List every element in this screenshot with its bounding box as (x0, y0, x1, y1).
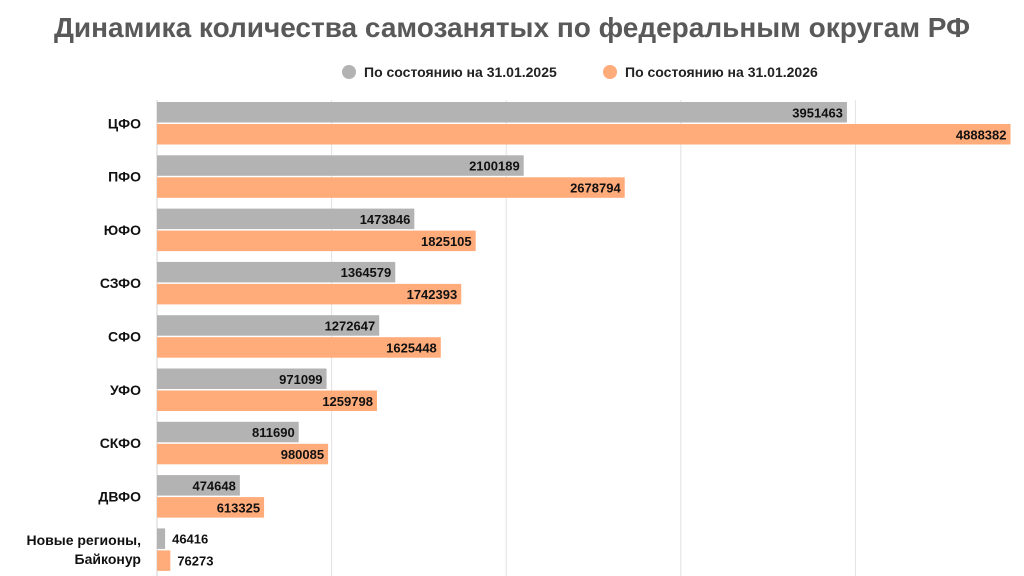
data-label: 1742393 (407, 287, 458, 302)
bar-2026 (157, 230, 476, 252)
data-label: 2678794 (570, 181, 621, 196)
data-label: 1272647 (325, 318, 376, 333)
data-label: 2100189 (469, 159, 520, 174)
category-label: ЦФО (108, 115, 141, 131)
legend: По состоянию на 31.01.2025 По состоянию … (0, 64, 1024, 86)
bar-2025 (157, 368, 327, 389)
data-label: 46416 (172, 532, 208, 547)
data-label: 1364579 (341, 265, 392, 280)
data-label: 971099 (279, 372, 322, 387)
data-label: 1825105 (421, 234, 472, 249)
data-label: 76273 (177, 554, 213, 569)
data-label: 1473846 (360, 212, 411, 227)
data-label: 811690 (252, 425, 295, 440)
bar-2025 (157, 102, 847, 123)
bar-2025 (157, 261, 396, 283)
bar-2026 (157, 337, 441, 358)
category-label: Новые регионы, (26, 532, 141, 548)
bar-2025 (157, 475, 240, 496)
bar-2026 (157, 124, 1011, 145)
bar-2026 (157, 177, 625, 198)
category-label: СКФО (100, 435, 141, 451)
legend-item-2025: По состоянию на 31.01.2025 (342, 64, 557, 80)
legend-label-2026: По состоянию на 31.01.2026 (625, 64, 818, 80)
data-label: 1625448 (386, 340, 437, 355)
bar-2026 (157, 550, 171, 571)
category-label: СЗФО (100, 275, 141, 291)
bar-2025 (157, 315, 380, 336)
data-label: 980085 (281, 447, 324, 462)
category-label: УФО (110, 382, 141, 398)
data-label: 3951463 (792, 105, 843, 120)
legend-swatch-2025 (342, 65, 356, 79)
chart-title: Динамика количества самозанятых по федер… (53, 12, 971, 43)
category-label: Байконур (75, 551, 141, 567)
category-label: СФО (108, 328, 141, 344)
data-label: 4888382 (956, 127, 1007, 142)
data-label: 1259798 (322, 394, 373, 409)
bar-2026 (157, 497, 265, 518)
bar-2026 (157, 283, 462, 305)
bar-2025 (157, 208, 415, 230)
bar-2025 (157, 528, 166, 549)
bar-2026 (157, 443, 329, 465)
category-label: ПФО (108, 169, 141, 185)
bar-2026 (157, 390, 377, 411)
category-label: ДВФО (98, 488, 141, 504)
data-label: 474648 (192, 478, 235, 493)
bar-2025 (157, 421, 299, 443)
legend-label-2025: По состоянию на 31.01.2025 (364, 64, 557, 80)
legend-swatch-2026 (603, 65, 617, 79)
bar-2025 (157, 155, 524, 176)
data-label: 613325 (217, 500, 260, 515)
category-label: ЮФО (104, 222, 141, 238)
legend-item-2026: По состоянию на 31.01.2026 (603, 64, 818, 80)
